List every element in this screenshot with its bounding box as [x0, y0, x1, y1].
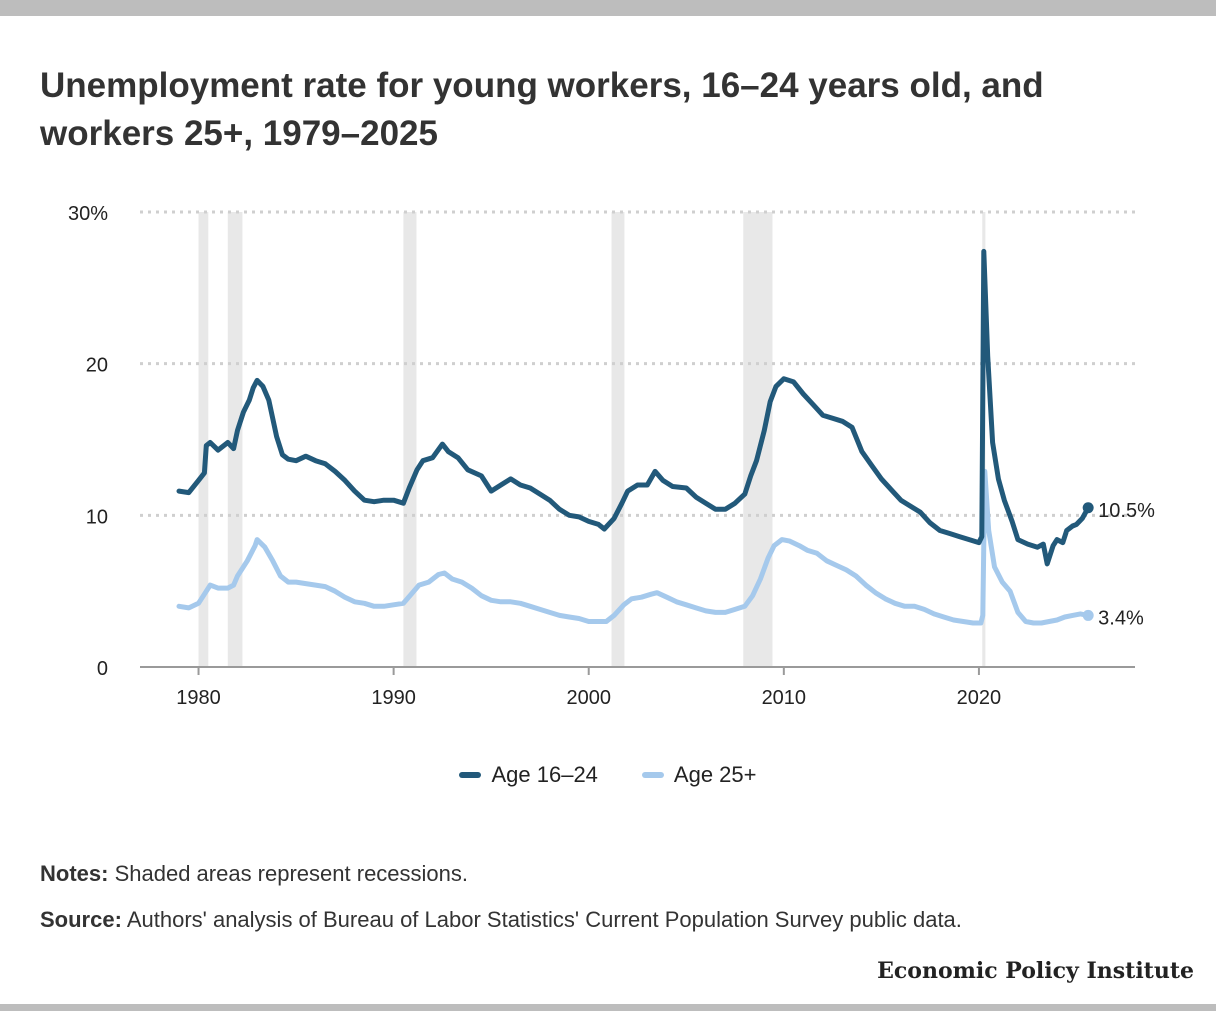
axes: 0 10 20 30% 1980 1990 2000 2010 2020 — [68, 203, 1135, 709]
y-tick-label-0: 0 — [97, 658, 108, 680]
series-line-1 — [176, 468, 1091, 626]
source-line: Source: Authors' analysis of Bureau of L… — [40, 907, 962, 933]
recession-band-4 — [743, 212, 773, 667]
bottom-border-bar — [0, 1004, 1216, 1011]
legend-label-age-25-plus: Age 25+ — [673, 762, 757, 787]
x-tick-label-2: 2000 — [566, 687, 611, 709]
legend-swatch-age-25-plus — [641, 772, 664, 778]
source-text: Authors' analysis of Bureau of Labor Sta… — [126, 907, 962, 932]
recession-band-2 — [403, 212, 417, 667]
series-end-dot-0 — [1082, 502, 1094, 514]
gridlines — [140, 210, 1135, 517]
legend-item-age-16-24: Age 16–24 — [459, 762, 598, 788]
series-end-label-0: 10.5% — [1098, 500, 1155, 522]
notes-label: Notes: — [40, 861, 109, 886]
chart-title: Unemployment rate for young workers, 16–… — [40, 66, 1044, 153]
top-border-bar — [0, 0, 1216, 16]
line-chart: 0 10 20 30% 1980 1990 2000 2010 2020 3.4% 10.5% — [68, 203, 1155, 709]
x-tick-label-4: 2020 — [957, 687, 1002, 709]
x-tick-label-0: 1980 — [176, 687, 221, 709]
y-tick-label-1: 10 — [86, 506, 108, 528]
y-tick-label-2: 20 — [86, 355, 108, 377]
legend-swatch-age-16-24 — [459, 772, 482, 778]
notes-line: Notes: Shaded areas represent recessions… — [40, 861, 468, 887]
brand-logo-text: Economic Policy Institute — [877, 958, 1194, 984]
series-line-0 — [176, 248, 1091, 567]
chart-legend: Age 16–24 Age 25+ — [0, 762, 1216, 788]
y-tick-label-3: 30% — [68, 203, 108, 225]
legend-item-age-25-plus: Age 25+ — [641, 762, 757, 788]
source-label: Source: — [40, 907, 122, 932]
legend-label-age-16-24: Age 16–24 — [491, 762, 598, 787]
recession-band-3 — [611, 212, 625, 667]
series-lines — [176, 248, 1094, 626]
recession-band-0 — [198, 212, 209, 667]
x-tick-label-3: 2010 — [762, 687, 807, 709]
series-end-label-1: 3.4% — [1098, 607, 1144, 629]
end-labels: 3.4% 10.5% — [1098, 500, 1155, 630]
series-end-dot-1 — [1082, 609, 1094, 621]
notes-text: Shaded areas represent recessions. — [114, 861, 469, 886]
recession-bands — [198, 212, 986, 667]
x-tick-label-1: 1990 — [371, 687, 416, 709]
